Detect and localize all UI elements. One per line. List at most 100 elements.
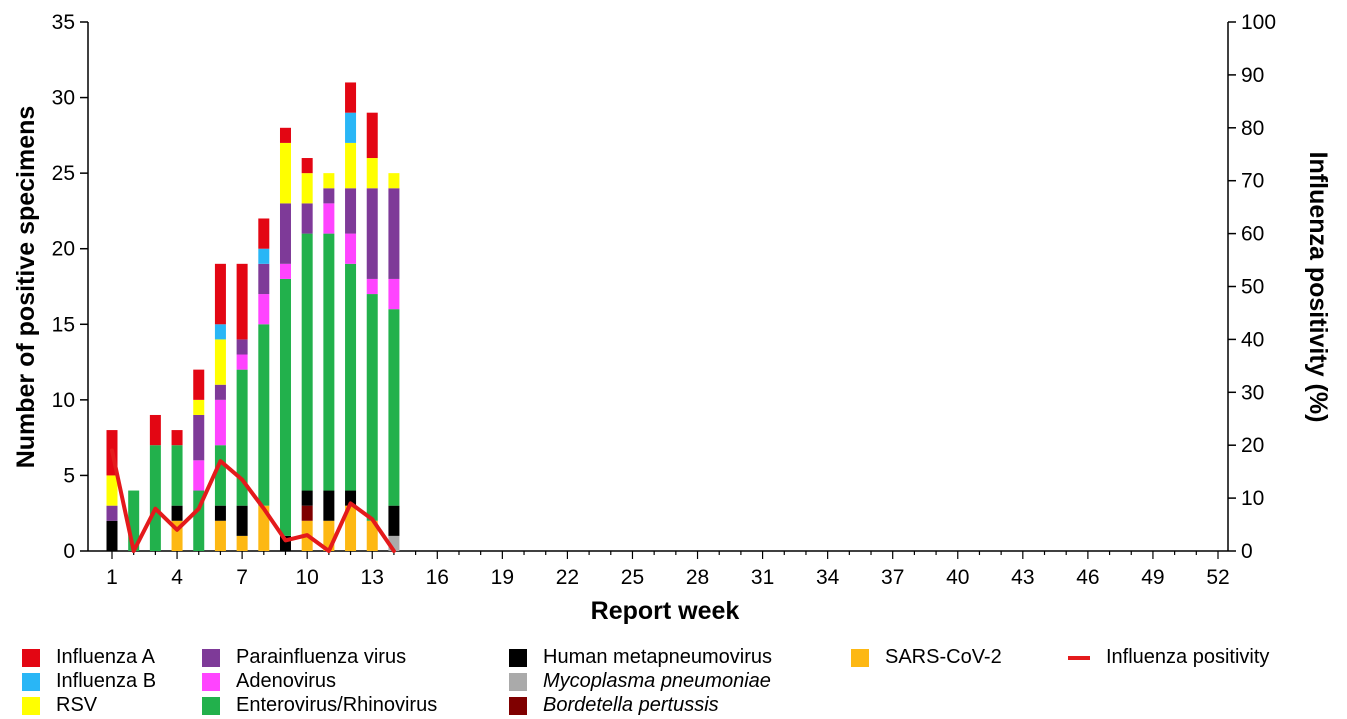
bar-segment-adenovirus <box>214 399 226 446</box>
bar-segment-sars-cov-2 <box>345 505 357 551</box>
bar-segment-sars-cov-2 <box>323 520 335 551</box>
y2-tick-label: 20 <box>1241 434 1264 457</box>
y2-tick-label: 60 <box>1241 223 1264 246</box>
y-tick-label: 30 <box>52 87 75 110</box>
bar-segment-influenza-a <box>301 158 313 174</box>
bar-segment-enterovirus-rhinovirus <box>128 490 140 551</box>
bar-segment-influenza-a <box>279 127 291 143</box>
bar-segment-influenza-a <box>149 414 161 446</box>
y-tick-label: 15 <box>52 313 75 336</box>
y-tick-label: 0 <box>63 540 75 563</box>
bar-segment-rsv <box>366 158 378 189</box>
y-tick-label: 25 <box>52 162 75 185</box>
x-tick-label: 34 <box>816 566 840 589</box>
bar-segment-human-metapneumovirus <box>279 535 291 551</box>
bar-segment-influenza-a <box>236 263 248 340</box>
y-tick-label: 35 <box>52 11 75 34</box>
bar-segment-human-metapneumovirus <box>236 505 248 536</box>
y2-tick-label: 40 <box>1241 328 1264 351</box>
bar-segment-human-metapneumovirus <box>345 490 357 506</box>
x-tick-label: 46 <box>1076 566 1099 589</box>
bar-segment-enterovirus-rhinovirus <box>214 445 226 506</box>
bar-segment-adenovirus <box>366 278 378 295</box>
bar-segment-human-metapneumovirus <box>106 520 118 551</box>
bar-segment-parainfluenza-virus <box>323 188 335 204</box>
bar-segment-enterovirus-rhinovirus <box>279 278 291 536</box>
x-tick-label: 1 <box>106 566 118 589</box>
bar-segment-rsv <box>279 142 291 204</box>
x-tick-label: 40 <box>946 566 969 589</box>
x-tick-label: 7 <box>236 566 248 589</box>
bar-segment-sars-cov-2 <box>366 520 378 551</box>
bar-segment-influenza-b <box>345 112 357 143</box>
bar-segment-parainfluenza-virus <box>345 188 357 234</box>
bar-segment-parainfluenza-virus <box>236 339 248 355</box>
bar-segment-influenza-a <box>366 112 378 159</box>
positivity-line-group <box>110 448 396 553</box>
bar-segment-mycoplasma-pneumoniae <box>388 535 400 551</box>
bar-segment-parainfluenza-virus <box>106 505 118 521</box>
x-tick-label: 25 <box>621 566 644 589</box>
bar-segment-adenovirus <box>388 278 400 310</box>
bar-segment-parainfluenza-virus <box>258 263 270 295</box>
bar-segment-enterovirus-rhinovirus <box>236 369 248 506</box>
bar-segment-parainfluenza-virus <box>301 203 313 234</box>
bar-segment-rsv <box>388 173 400 189</box>
bar-segment-rsv <box>345 142 357 189</box>
bar-segment-human-metapneumovirus <box>323 490 335 521</box>
y2-tick-label: 100 <box>1241 11 1276 34</box>
y2-tick-label: 30 <box>1241 381 1264 404</box>
bar-segment-parainfluenza-virus <box>366 188 378 279</box>
bar-segment-influenza-a <box>171 430 183 446</box>
bar-segment-rsv <box>214 339 226 385</box>
x-tick-label: 28 <box>686 566 709 589</box>
y2-tick-label: 90 <box>1241 64 1264 87</box>
y2-tick-label: 0 <box>1241 540 1253 563</box>
positivity-line <box>110 448 396 553</box>
y2-tick-label: 80 <box>1241 117 1264 140</box>
bar-segment-parainfluenza-virus <box>193 414 205 461</box>
y-axis-label: Number of positive specimens <box>12 106 40 469</box>
bar-segment-enterovirus-rhinovirus <box>171 445 183 506</box>
bar-segment-rsv <box>106 475 118 506</box>
bar-segment-rsv <box>193 399 205 415</box>
bar-segment-rsv <box>301 173 313 204</box>
bar-segment-human-metapneumovirus <box>214 505 226 521</box>
y2-axis-label: Influenza positivity (%) <box>1304 152 1332 423</box>
bar-segment-adenovirus <box>236 354 248 370</box>
x-tick-label: 13 <box>361 566 384 589</box>
x-tick-label: 22 <box>556 566 579 589</box>
x-tick-label: 37 <box>881 566 904 589</box>
y2-tick-label: 10 <box>1241 487 1264 510</box>
x-tick-label: 31 <box>751 566 774 589</box>
bar-segment-influenza-a <box>258 218 270 249</box>
bar-segment-human-metapneumovirus <box>171 505 183 521</box>
bar-segment-parainfluenza-virus <box>279 203 291 264</box>
bar-segment-enterovirus-rhinovirus <box>345 263 357 491</box>
x-tick-label: 43 <box>1011 566 1034 589</box>
bar-segment-enterovirus-rhinovirus <box>301 233 313 491</box>
y2-tick-label: 70 <box>1241 170 1264 193</box>
bar-segment-adenovirus <box>193 460 205 491</box>
bar-segment-sars-cov-2 <box>236 535 248 551</box>
bar-segment-adenovirus <box>345 233 357 264</box>
y2-tick-label: 50 <box>1241 276 1264 299</box>
bar-segment-enterovirus-rhinovirus <box>149 445 161 551</box>
y-tick-label: 5 <box>63 464 75 487</box>
bar-segment-rsv <box>323 173 335 189</box>
x-axis-label: Report week <box>591 597 740 625</box>
x-tick-label: 4 <box>171 566 183 589</box>
bars-group <box>106 82 400 551</box>
bar-segment-influenza-b <box>214 324 226 340</box>
bar-segment-enterovirus-rhinovirus <box>366 294 378 521</box>
x-tick-label: 52 <box>1206 566 1229 589</box>
bar-segment-sars-cov-2 <box>258 505 270 551</box>
bar-segment-influenza-b <box>258 248 270 264</box>
bar-segment-enterovirus-rhinovirus <box>388 309 400 506</box>
bar-segment-enterovirus-rhinovirus <box>193 490 205 551</box>
bar-segment-influenza-a <box>193 369 205 400</box>
bar-segment-adenovirus <box>279 263 291 279</box>
bar-segment-enterovirus-rhinovirus <box>323 233 335 491</box>
bar-segment-human-metapneumovirus <box>388 505 400 536</box>
